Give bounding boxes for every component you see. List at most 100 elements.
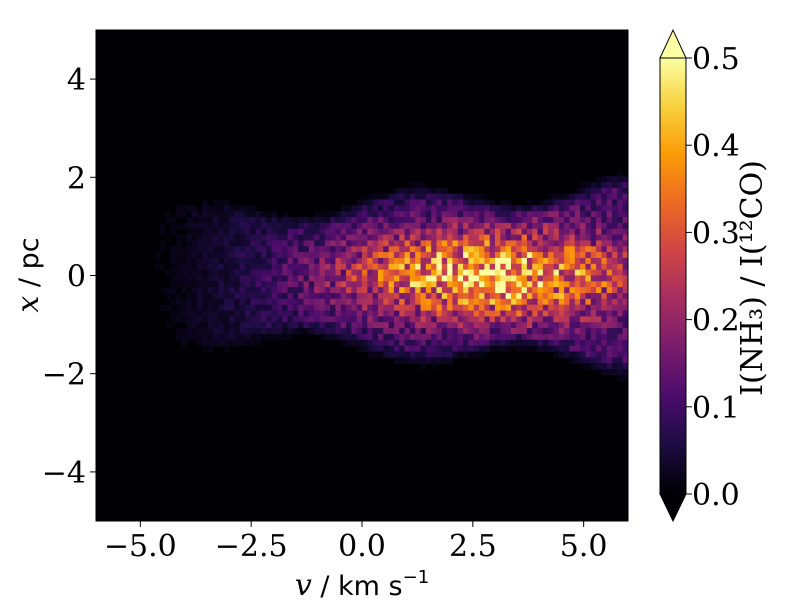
heatmap-cell xyxy=(558,205,565,212)
heatmap-cell xyxy=(393,193,400,201)
heatmap-cell xyxy=(207,246,214,253)
heatmap-cell xyxy=(574,333,581,341)
heatmap-cell xyxy=(223,228,230,236)
heatmap-cell xyxy=(612,176,618,183)
heatmap-cell xyxy=(569,193,576,201)
heatmap-cell xyxy=(479,199,485,206)
heatmap-cell xyxy=(202,263,209,271)
heatmap-cell xyxy=(234,304,241,312)
heatmap-cell xyxy=(234,293,241,300)
heatmap-cell xyxy=(223,211,230,218)
heatmap-cell xyxy=(457,228,464,236)
heatmap-cell xyxy=(250,322,257,329)
heatmap-cell xyxy=(362,333,368,341)
heatmap-cell xyxy=(399,234,406,242)
heatmap-cell xyxy=(393,357,400,364)
heatmap-cell xyxy=(244,281,251,288)
heatmap-cell xyxy=(159,304,166,312)
heatmap-cell xyxy=(266,304,273,312)
heatmap-cell xyxy=(271,310,278,318)
heatmap-cell xyxy=(585,269,592,277)
heatmap-cell xyxy=(181,246,188,253)
heatmap-cell xyxy=(388,351,395,358)
heatmap-cell xyxy=(574,217,581,224)
heatmap-cell xyxy=(580,240,587,247)
heatmap-cell xyxy=(175,275,182,282)
heatmap-cell xyxy=(617,339,624,347)
heatmap-cell xyxy=(319,293,326,300)
heatmap-cell xyxy=(197,333,203,341)
heatmap-cell xyxy=(377,269,384,277)
heatmap-cell xyxy=(351,328,358,335)
heatmap-cell xyxy=(447,205,454,212)
heatmap-cell xyxy=(590,333,597,341)
heatmap-cell xyxy=(335,281,342,288)
heatmap-cell xyxy=(447,269,454,277)
heatmap-cell xyxy=(479,246,485,253)
heatmap-cell xyxy=(415,217,422,224)
heatmap-cell xyxy=(622,345,628,353)
heatmap-cell xyxy=(388,293,395,300)
heatmap-cell xyxy=(596,222,602,230)
heatmap-cell xyxy=(532,304,539,312)
heatmap-cell xyxy=(596,193,602,201)
heatmap-cell xyxy=(532,228,539,236)
heatmap-cell xyxy=(399,211,406,218)
heatmap-cell xyxy=(617,193,624,201)
heatmap-cell xyxy=(548,211,555,218)
heatmap-cell xyxy=(542,234,549,242)
heatmap-cell xyxy=(207,298,214,306)
heatmap-cell xyxy=(617,287,624,294)
heatmap-cell xyxy=(612,287,618,294)
heatmap-cell xyxy=(404,357,411,364)
heatmap-cell xyxy=(553,333,560,341)
heatmap-cell xyxy=(569,322,576,329)
heatmap-cell xyxy=(367,234,374,242)
heatmap-cell xyxy=(207,281,214,288)
heatmap-cell xyxy=(601,222,608,230)
heatmap-cell xyxy=(234,339,241,347)
heatmap-cell xyxy=(415,257,422,265)
heatmap-cell xyxy=(340,211,347,218)
heatmap-cell xyxy=(314,234,321,242)
heatmap-cell xyxy=(484,310,491,318)
heatmap-cell xyxy=(383,217,390,224)
heatmap-cell xyxy=(266,322,273,329)
heatmap-cell xyxy=(564,281,571,288)
heatmap-cell xyxy=(516,322,523,329)
heatmap-cell xyxy=(617,170,624,177)
heatmap-cell xyxy=(276,240,283,247)
heatmap-cell xyxy=(367,351,374,358)
heatmap-cell xyxy=(271,217,278,224)
heatmap-cell xyxy=(404,333,411,341)
heatmap-cell xyxy=(505,345,512,353)
heatmap-cell xyxy=(377,234,384,242)
heatmap-cell xyxy=(569,240,576,247)
heatmap-cell xyxy=(447,345,454,353)
heatmap-cell xyxy=(606,211,613,218)
heatmap-cell xyxy=(191,304,198,312)
heatmap-cell xyxy=(569,351,576,358)
heatmap-cell xyxy=(266,228,273,236)
heatmap-cell xyxy=(596,240,602,247)
heatmap-cell xyxy=(202,228,209,236)
heatmap-cell xyxy=(234,316,241,323)
heatmap-cell xyxy=(606,322,613,329)
heatmap-cell xyxy=(271,304,278,312)
heatmap-cell xyxy=(239,316,246,323)
heatmap-cell xyxy=(617,363,624,370)
heatmap-cell xyxy=(473,263,480,271)
heatmap-cell xyxy=(622,228,628,236)
heatmap-cell xyxy=(521,222,528,230)
heatmap-cell xyxy=(431,193,438,201)
heatmap-cell xyxy=(489,240,496,247)
heatmap-cell xyxy=(159,263,166,271)
heatmap-cell xyxy=(564,322,571,329)
heatmap-cell xyxy=(537,328,544,335)
heatmap-cell xyxy=(229,287,235,294)
heatmap-cell xyxy=(356,322,363,329)
heatmap-cell xyxy=(287,275,294,282)
heatmap-cell xyxy=(532,345,539,353)
heatmap-cell xyxy=(377,339,384,347)
heatmap-cell xyxy=(500,328,507,335)
